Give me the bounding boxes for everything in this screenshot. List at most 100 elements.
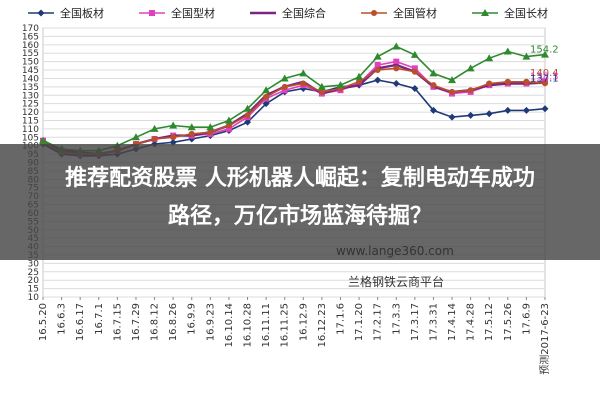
- data-point-diamond: [448, 113, 456, 121]
- data-point-square: [225, 125, 232, 132]
- y-tick-label: 30: [28, 259, 40, 269]
- data-point-circle: [263, 93, 270, 100]
- data-point-diamond: [262, 100, 270, 108]
- data-point-circle: [411, 68, 418, 75]
- y-tick-label: 115: [22, 116, 39, 126]
- data-point-circle: [374, 67, 381, 74]
- data-point-diamond: [522, 106, 530, 114]
- x-tick-label: 16.7.29: [131, 303, 142, 341]
- data-point-square: [374, 61, 381, 68]
- x-tick-label: 16.8.26: [168, 303, 179, 341]
- x-tick-label: 17.2.17: [373, 303, 384, 341]
- data-point-circle: [449, 88, 456, 95]
- x-tick-label: 17.4.14: [447, 303, 458, 341]
- data-point-circle: [207, 129, 214, 136]
- legend-label: 全国综合: [282, 6, 326, 20]
- data-point-diamond: [244, 118, 252, 126]
- x-tick-label: 17.1.6: [335, 303, 346, 335]
- x-tick-label: 16.12.9: [298, 303, 309, 341]
- x-tick-label: 16.7.15: [112, 303, 123, 341]
- x-tick-label: 16.11.25: [280, 303, 291, 348]
- data-point-triangle: [224, 116, 233, 124]
- y-tick-label: 15: [28, 285, 39, 295]
- data-point-square: [393, 58, 400, 65]
- data-point-circle: [430, 82, 437, 89]
- data-point-triangle: [466, 64, 475, 72]
- x-tick-label: 16.5.20: [38, 303, 49, 341]
- y-tick-label: 110: [22, 125, 39, 135]
- y-tick-label: 20: [28, 276, 40, 286]
- data-point-circle: [504, 78, 511, 85]
- data-point-triangle: [299, 69, 308, 77]
- x-tick-label: 预测2017-6-23: [538, 303, 551, 375]
- data-point-circle: [393, 65, 400, 72]
- data-point-triangle: [503, 47, 512, 55]
- y-tick-label: 160: [22, 41, 39, 51]
- data-point-diamond: [485, 110, 493, 118]
- x-tick-label: 16.12.23: [317, 303, 328, 348]
- data-point-triangle: [262, 86, 271, 94]
- headline-text: 推荐配资股票 人形机器人崛起：复制电动车成功 路径，万亿市场蓝海待掘？: [0, 160, 600, 236]
- data-point-diamond: [429, 106, 437, 114]
- series-line: [42, 67, 546, 155]
- y-tick-label: 105: [22, 133, 39, 143]
- data-point-square: [411, 65, 418, 72]
- x-tick-label: 17.3.17: [410, 303, 421, 341]
- data-point-diamond: [37, 9, 45, 17]
- data-point-circle: [486, 80, 493, 87]
- y-tick-label: 135: [22, 83, 39, 93]
- data-point-circle: [542, 80, 548, 87]
- x-tick-label: 16.9.9: [187, 303, 198, 335]
- y-tick-label: 165: [22, 32, 39, 42]
- x-tick-label: 16.8.12: [150, 303, 161, 341]
- data-point-triangle: [481, 9, 489, 16]
- watermark-url: www.lange360.com: [336, 244, 454, 258]
- x-tick-label: 17.1.20: [354, 303, 365, 341]
- x-tick-label: 16.7.1: [94, 303, 105, 335]
- data-point-diamond: [504, 106, 512, 114]
- data-point-diamond: [374, 76, 382, 84]
- data-point-circle: [523, 78, 530, 85]
- data-point-triangle: [485, 54, 494, 62]
- y-tick-label: 125: [22, 100, 39, 110]
- y-tick-label: 25: [28, 268, 39, 278]
- y-tick-label: 170: [22, 24, 39, 34]
- data-point-circle: [151, 135, 158, 142]
- x-tick-label: 16.10.14: [224, 303, 235, 348]
- data-point-triangle: [187, 123, 196, 131]
- legend-label: 全国板材: [60, 6, 104, 20]
- data-point-triangle: [522, 52, 531, 60]
- end-value-label: 137.1: [530, 73, 559, 84]
- data-point-circle: [188, 130, 195, 137]
- data-point-square: [281, 87, 288, 94]
- data-point-triangle: [355, 72, 364, 80]
- x-tick-label: 17.3.31: [428, 303, 439, 341]
- headline-line-2: 路径，万亿市场蓝海待掘？: [167, 204, 432, 229]
- data-point-triangle: [373, 52, 382, 60]
- data-point-triangle: [150, 124, 159, 132]
- data-point-circle: [300, 80, 307, 87]
- data-point-circle: [318, 88, 325, 95]
- data-point-triangle: [448, 76, 457, 84]
- x-tick-label: 17.5.26: [503, 303, 514, 341]
- data-point-triangle: [317, 82, 326, 90]
- legend-label: 全国型材: [171, 6, 215, 20]
- data-point-circle: [467, 87, 474, 94]
- y-tick-label: 140: [22, 74, 39, 84]
- data-point-triangle: [243, 104, 252, 112]
- end-value-label: 140.4: [530, 68, 559, 79]
- x-tick-label: 17.3.3: [391, 303, 402, 335]
- data-point-circle: [170, 134, 177, 141]
- y-tick-label: 155: [22, 49, 39, 59]
- end-value-label: 138.3: [530, 71, 559, 82]
- y-tick-label: 10: [28, 293, 40, 303]
- data-point-triangle: [131, 133, 140, 141]
- legend-label: 全国管材: [393, 6, 437, 20]
- data-point-circle: [281, 83, 288, 90]
- y-tick-label: 130: [22, 91, 39, 101]
- data-point-triangle: [429, 69, 438, 77]
- data-point-triangle: [541, 50, 549, 58]
- x-tick-label: 16.6.17: [75, 303, 86, 341]
- x-tick-label: 16.10.28: [243, 303, 254, 348]
